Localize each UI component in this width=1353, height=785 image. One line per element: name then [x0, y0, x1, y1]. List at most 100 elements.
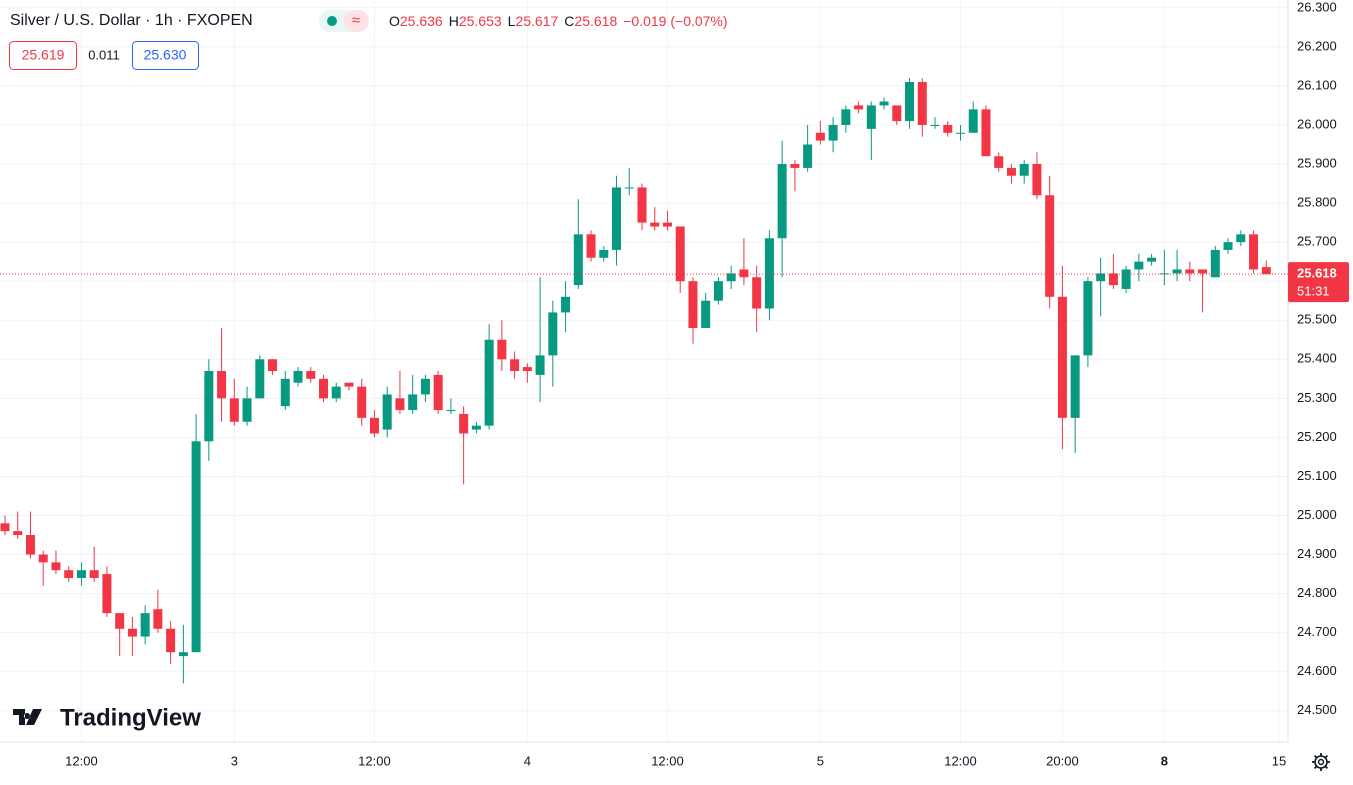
- candle-body: [917, 82, 927, 125]
- gear-ring: [1314, 755, 1328, 769]
- candle-body: [25, 535, 35, 555]
- candle-body: [713, 281, 723, 301]
- candle-body: [1083, 281, 1093, 356]
- candle-body: [357, 386, 367, 418]
- y-tick-label: 26.200: [1297, 38, 1337, 53]
- y-tick-label: 25.500: [1297, 312, 1337, 327]
- candle-body: [548, 312, 558, 356]
- candle-body: [1236, 234, 1246, 243]
- y-tick-label: 26.100: [1297, 77, 1337, 92]
- candle-body: [115, 613, 125, 629]
- y-tick-label: 24.600: [1297, 663, 1337, 678]
- candle-body: [1210, 249, 1220, 278]
- candle-body: [471, 425, 481, 430]
- candle-body: [624, 187, 634, 189]
- candle-body: [268, 359, 278, 371]
- gear-teeth: [1312, 753, 1330, 771]
- candle-body: [64, 570, 74, 578]
- candle-body: [764, 238, 774, 309]
- candle-body: [293, 371, 303, 383]
- candle-body: [815, 132, 825, 141]
- candle-body: [13, 531, 23, 536]
- candle-body: [76, 570, 86, 578]
- x-tick-label: 15: [1272, 753, 1286, 768]
- candle-body: [1172, 269, 1182, 274]
- candle-body: [89, 570, 99, 578]
- last-price-badge: [1288, 262, 1349, 303]
- brand-name: TradingView: [60, 704, 201, 731]
- header: Silver / U.S. Dollar · 1h · FXOPEN ≈ 25.…: [9, 10, 728, 70]
- market-open-dot: [327, 16, 337, 26]
- candle-body: [306, 371, 316, 379]
- y-tick-label: 25.800: [1297, 195, 1337, 210]
- ohlc-label: H: [449, 13, 459, 29]
- bid-box[interactable]: [9, 41, 77, 70]
- candle-body: [1121, 269, 1131, 289]
- brand-logo: TradingView: [13, 704, 201, 731]
- candle-body: [930, 124, 940, 126]
- candle-body: [1070, 355, 1080, 418]
- candle-body: [675, 226, 685, 282]
- candle-body: [943, 124, 953, 133]
- candle-body: [1006, 167, 1016, 176]
- candle-body: [994, 156, 1004, 168]
- candle-body: [51, 562, 61, 571]
- candle-body: [191, 441, 201, 653]
- candle-body: [497, 339, 507, 360]
- candle-body: [242, 398, 252, 422]
- candle-body: [484, 339, 494, 426]
- countdown: 51:31: [1297, 284, 1330, 299]
- candle-body: [828, 124, 838, 141]
- candle-body: [841, 109, 851, 125]
- candle-body: [331, 386, 341, 399]
- candle-body: [956, 132, 965, 134]
- x-tick-label: 12:00: [944, 753, 977, 768]
- y-tick-label: 24.500: [1297, 702, 1337, 717]
- ohlc-label: O: [389, 13, 400, 29]
- x-tick-label: 8: [1161, 753, 1168, 768]
- candle-body: [599, 249, 609, 258]
- change: −0.019 (−0.07%): [623, 13, 727, 29]
- candle-body: [1096, 273, 1106, 282]
- candle-body: [803, 144, 813, 168]
- candle-body: [905, 82, 915, 122]
- candle-body: [586, 234, 596, 258]
- candle-body: [573, 234, 583, 286]
- candle-body: [369, 417, 379, 434]
- candle-body: [866, 105, 876, 129]
- ohlc-value: 25.636: [400, 13, 443, 29]
- candle-body: [752, 277, 762, 309]
- last-price-label: 25.618: [1297, 266, 1337, 281]
- candle-body: [968, 109, 978, 133]
- y-tick-label: 25.100: [1297, 468, 1337, 483]
- status-pill: [344, 10, 369, 32]
- ohlc-value: 25.653: [459, 13, 502, 29]
- candle-body: [319, 378, 328, 399]
- candle-body: [1223, 242, 1233, 250]
- candle-body: [166, 628, 176, 653]
- x-tick-label: 12:00: [358, 753, 391, 768]
- candle-body: [433, 374, 443, 411]
- candle-body: [535, 355, 545, 375]
- candle-body: [650, 222, 660, 227]
- candle-body: [637, 187, 647, 223]
- candle-body: [140, 613, 150, 637]
- settings-icon[interactable]: [1312, 753, 1330, 771]
- gear-hub: [1317, 758, 1325, 766]
- ask: 25.630: [144, 47, 187, 63]
- x-tick-label: 12:00: [65, 753, 98, 768]
- candle-body: [854, 105, 864, 110]
- candles: [0, 78, 1271, 684]
- symbol-title: Silver / U.S. Dollar · 1h · FXOPEN: [10, 12, 253, 29]
- candle-body: [102, 574, 112, 614]
- candle-body: [446, 410, 456, 412]
- y-tick-label: 25.000: [1297, 507, 1337, 522]
- candle-body: [344, 382, 354, 387]
- candle-body: [879, 101, 889, 106]
- ask-box[interactable]: [132, 41, 199, 70]
- candle-body: [229, 398, 239, 422]
- x-tick-label: 3: [231, 753, 238, 768]
- ohlc-readout: O25.636 H25.653 L25.617 C25.618 −0.019 (−0.0…: [389, 13, 728, 29]
- ohlc-value: 25.617: [515, 13, 558, 29]
